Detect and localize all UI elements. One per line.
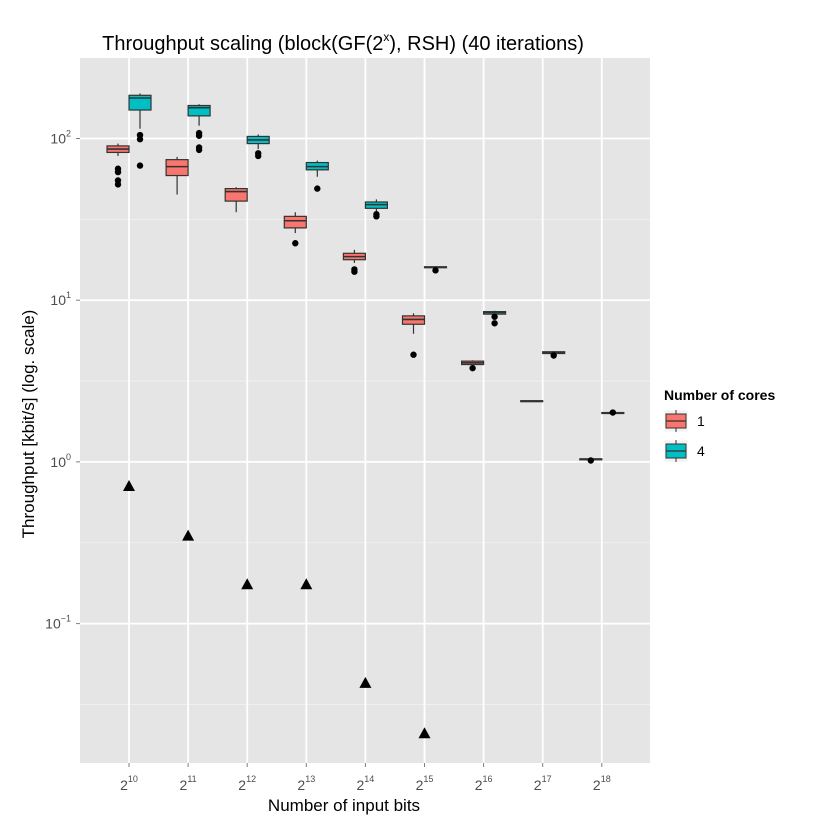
box-1-cat-0 <box>106 143 130 188</box>
y-tick-label: 10−1 <box>45 614 71 632</box>
box-4-cat-4 <box>364 199 388 220</box>
triangle-points <box>123 479 431 739</box>
x-tick-label: 215 <box>416 774 434 793</box>
triangle-point <box>123 479 135 491</box>
box-1-cat-2 <box>224 187 248 213</box>
box-4-cat-1 <box>187 104 211 154</box>
box-1-cat-6 <box>461 360 485 372</box>
boxes <box>106 93 625 464</box>
x-tick-label: 213 <box>297 774 315 793</box>
chart-title: Throughput scaling (block(GF(2x), RSH) (… <box>102 30 584 55</box>
outlier-point <box>292 240 299 247</box>
outlier-point <box>255 152 262 160</box>
outlier-point <box>587 457 594 464</box>
legend-entry-4: 4 <box>663 439 705 463</box>
triangle-point <box>359 676 372 688</box>
grid-major <box>80 58 650 763</box>
legend-entry-1: 1 <box>663 409 705 433</box>
box-4-cat-7 <box>542 351 566 359</box>
outlier-point <box>373 213 380 220</box>
box-4-cat-2 <box>246 134 270 160</box>
outlier-point <box>114 168 122 176</box>
outlier-point <box>195 146 203 154</box>
box-body <box>128 94 152 111</box>
outlier-point <box>491 313 498 320</box>
x-tick-label: 211 <box>180 774 197 793</box>
x-tick-label: 216 <box>475 774 493 793</box>
triangle-point <box>241 578 254 590</box>
box-body <box>187 104 211 117</box>
box-body <box>283 215 307 229</box>
box-1-cat-3 <box>283 212 307 247</box>
box-1-cat-4 <box>342 249 366 275</box>
outlier-point <box>469 364 476 372</box>
outlier-point <box>491 320 498 327</box>
outlier-point <box>609 409 616 416</box>
box-4-cat-6 <box>483 310 507 327</box>
y-tick-label: 102 <box>50 129 71 147</box>
legend-label-1: 1 <box>697 413 705 429</box>
y-tick-label: 101 <box>50 290 71 308</box>
x-axis-ticks: 210 211 212 213 214 215 216 217 218 <box>120 763 611 793</box>
x-tick-label: 210 <box>120 774 138 793</box>
box-4-cat-5 <box>423 266 448 274</box>
triangle-point <box>300 578 313 590</box>
x-tick-label: 212 <box>238 774 256 793</box>
outlier-point <box>314 185 321 192</box>
y-axis-label: Throughput [kbit/s] (log. scale) <box>19 310 38 539</box>
box-1-cat-7 <box>520 400 544 403</box>
outlier-point <box>550 352 557 359</box>
outlier-point <box>114 181 122 188</box>
outlier-point <box>410 351 417 358</box>
outlier-point <box>136 136 144 143</box>
y-axis-ticks: 10−1 100 101 102 <box>45 129 80 632</box>
box-1-cat-1 <box>165 156 189 195</box>
legend: Number of cores 1 4 <box>663 387 775 463</box>
y-tick-label: 100 <box>50 452 71 470</box>
legend-title: Number of cores <box>664 387 775 403</box>
box-4-cat-0 <box>128 93 152 169</box>
box-body <box>165 159 189 177</box>
x-tick-label: 214 <box>356 774 374 793</box>
box-1-cat-5 <box>401 313 426 358</box>
box-4-cat-3 <box>305 160 329 192</box>
box-body <box>224 187 248 202</box>
triangle-point <box>182 529 195 541</box>
triangle-point <box>418 727 431 739</box>
outlier-point <box>432 267 439 274</box>
box-1-cat-8 <box>579 457 603 464</box>
box-4-cat-8 <box>601 409 625 416</box>
x-axis-label: Number of input bits <box>268 796 420 815</box>
x-tick-label: 217 <box>534 774 552 793</box>
x-tick-label: 218 <box>593 774 611 793</box>
legend-label-4: 4 <box>697 443 705 459</box>
outlier-point <box>351 268 358 275</box>
outlier-point <box>195 132 203 139</box>
outlier-point <box>136 162 144 169</box>
